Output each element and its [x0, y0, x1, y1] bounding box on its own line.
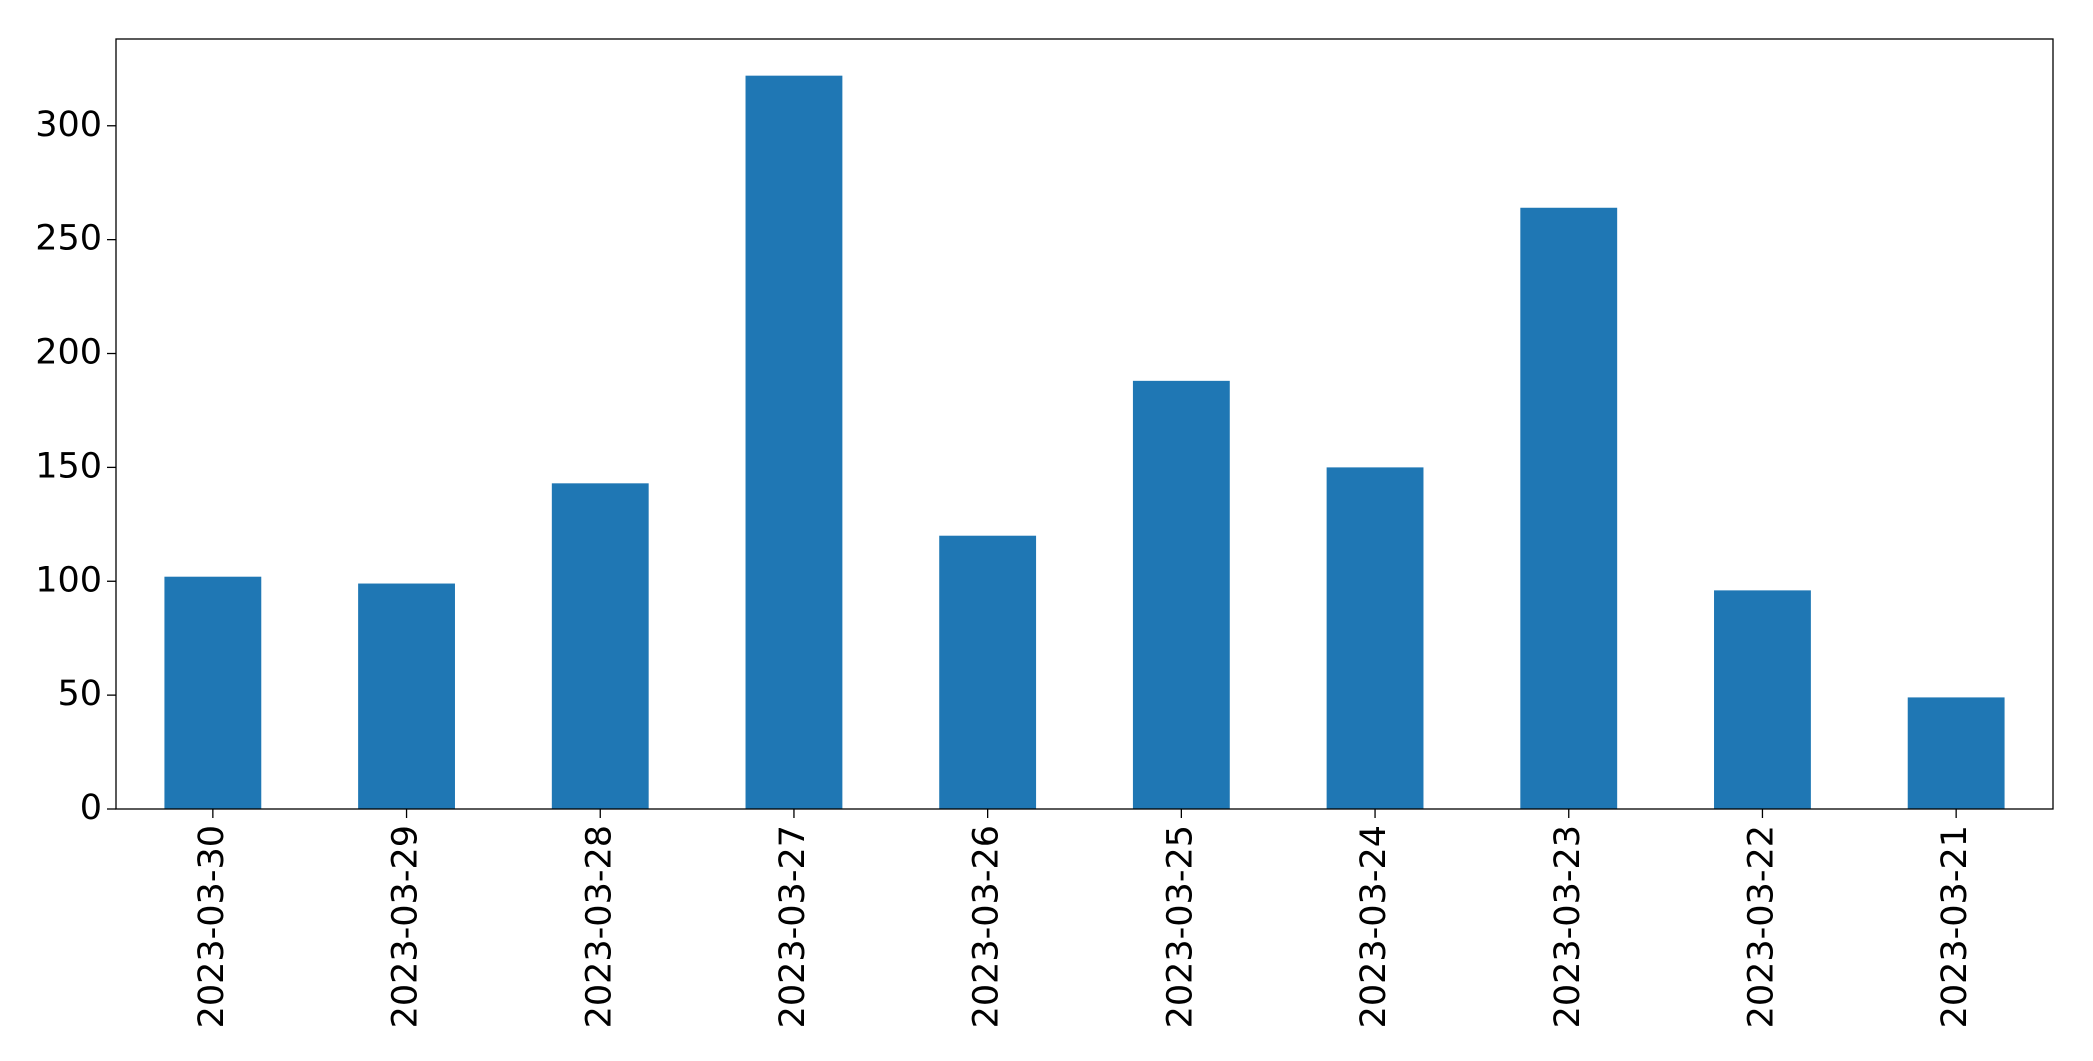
bar: [1714, 590, 1811, 809]
y-tick-label: 100: [35, 560, 102, 600]
y-tick-label: 150: [35, 446, 102, 486]
y-tick-label: 0: [80, 788, 102, 828]
bar: [745, 75, 843, 809]
x-tick-label: 2023-03-30: [192, 825, 232, 1028]
x-tick-label: 2023-03-29: [386, 825, 426, 1028]
y-tick-label: 50: [57, 674, 102, 714]
x-tick-label: 2023-03-25: [1160, 825, 1200, 1028]
bar: [1907, 697, 2005, 809]
bar: [1132, 380, 1230, 809]
plot-frame: [115, 38, 2054, 810]
bar: [551, 483, 649, 809]
x-tick-label: 2023-03-23: [1548, 825, 1588, 1028]
x-tick-label: 2023-03-24: [1354, 825, 1394, 1028]
y-tick-label: 300: [35, 105, 102, 145]
bar: [1326, 467, 1424, 809]
bar: [939, 535, 1037, 809]
x-tick-label: 2023-03-26: [967, 825, 1007, 1028]
x-tick-label: 2023-03-22: [1741, 825, 1781, 1028]
y-tick-label: 200: [35, 333, 102, 373]
y-tick-label: 250: [35, 219, 102, 259]
bar: [358, 583, 455, 809]
bar: [1520, 207, 1618, 810]
x-tick-label: 2023-03-21: [1935, 825, 1975, 1028]
x-tick-label: 2023-03-28: [579, 825, 619, 1028]
x-tick-label: 2023-03-27: [773, 825, 813, 1028]
bar: [164, 576, 262, 809]
